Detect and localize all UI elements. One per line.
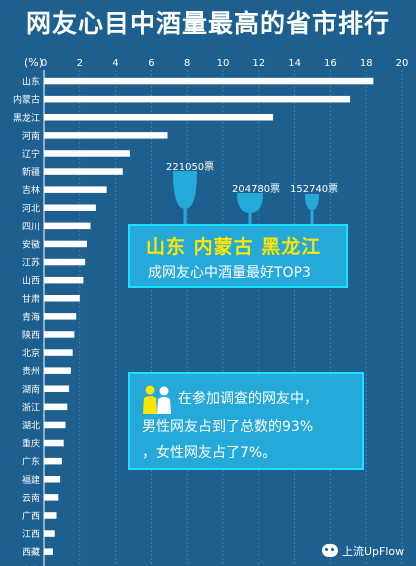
bar bbox=[44, 132, 168, 139]
gender-line-1: 在参加调查的网友中， bbox=[178, 391, 318, 407]
vote-label-heilongjiang: 152740票 bbox=[290, 184, 339, 195]
top3-subtitle: 成网友心中酒量最好TOP3 bbox=[148, 265, 311, 281]
category-label: 河南 bbox=[22, 130, 40, 142]
category-label: 内蒙古 bbox=[13, 94, 40, 106]
bar bbox=[44, 150, 130, 157]
category-label: 云南 bbox=[22, 492, 40, 504]
x-tick-label: 2 bbox=[77, 58, 83, 69]
category-label: 安徽 bbox=[22, 238, 40, 250]
bar bbox=[44, 476, 61, 483]
x-tick-label: 4 bbox=[112, 58, 118, 69]
category-label: 山西 bbox=[22, 276, 40, 287]
category-label: 四川 bbox=[22, 222, 40, 232]
category-label: 吉林 bbox=[22, 184, 40, 196]
category-label: 重庆 bbox=[22, 438, 40, 450]
x-tick-label: 12 bbox=[252, 58, 265, 69]
category-label: 河北 bbox=[22, 202, 40, 214]
bar bbox=[44, 276, 84, 284]
x-tick-label: 18 bbox=[360, 58, 373, 69]
bar bbox=[44, 457, 62, 465]
bar bbox=[44, 77, 374, 85]
bar bbox=[44, 403, 68, 411]
category-label: 广东 bbox=[22, 456, 40, 468]
category-label: 西藏 bbox=[22, 546, 40, 558]
gender-box: 在参加调查的网友中， 男性网友占到了总数的93% ，女性网友占了7%。 bbox=[128, 372, 364, 470]
bar bbox=[44, 439, 64, 447]
category-label: 甘肃 bbox=[22, 293, 40, 305]
x-tick-label: 16 bbox=[324, 58, 337, 69]
x-tick-label: 0 bbox=[41, 58, 47, 69]
unit-label: (%) bbox=[24, 56, 43, 69]
bar bbox=[44, 367, 71, 374]
bar bbox=[44, 385, 70, 392]
vote-label-neimenggu: 204780票 bbox=[232, 184, 281, 195]
gender-line-2: 男性网友占到了总数的93% bbox=[142, 419, 314, 435]
category-label: 贵州 bbox=[22, 365, 40, 377]
bar bbox=[44, 313, 77, 320]
category-label: 北京 bbox=[22, 347, 40, 359]
bar bbox=[44, 331, 75, 338]
bar bbox=[44, 421, 66, 429]
category-label: 福建 bbox=[22, 474, 40, 486]
category-label: 江西 bbox=[22, 529, 40, 540]
category-label: 青海 bbox=[22, 311, 40, 323]
category-label: 黑龙江 bbox=[13, 112, 40, 124]
bar bbox=[44, 530, 55, 537]
page-title: 网友心目中酒量最高的省市排行 bbox=[25, 9, 390, 38]
top3-box: 山东 内蒙古 黑龙江 成网友心中酒量最好TOP3 bbox=[128, 224, 348, 288]
bar bbox=[44, 548, 53, 555]
vote-label-shandong: 221050票 bbox=[166, 162, 215, 173]
watermark-text: 上流UpFlow bbox=[342, 545, 405, 558]
x-tick-label: 20 bbox=[396, 58, 409, 69]
category-label: 辽宁 bbox=[22, 148, 40, 160]
x-tick-label: 10 bbox=[217, 58, 230, 69]
category-label: 广西 bbox=[22, 510, 40, 522]
bar bbox=[44, 222, 91, 230]
x-tick-label: 8 bbox=[184, 58, 190, 69]
wechat-icon bbox=[322, 544, 338, 557]
x-tick-label: 14 bbox=[288, 58, 301, 69]
category-label: 湖北 bbox=[22, 420, 40, 431]
bar bbox=[44, 168, 123, 175]
x-tick-label: 6 bbox=[148, 58, 154, 69]
bar bbox=[44, 494, 59, 501]
category-label: 江苏 bbox=[22, 257, 40, 269]
bar bbox=[44, 349, 73, 356]
bar bbox=[44, 186, 107, 193]
bar bbox=[44, 95, 351, 103]
bar bbox=[44, 204, 96, 211]
category-label: 山东 bbox=[22, 76, 40, 88]
people-icon bbox=[143, 385, 171, 414]
gender-line-3: ，女性网友占了7%。 bbox=[142, 445, 277, 461]
category-label: 湖南 bbox=[22, 383, 40, 395]
category-label: 新疆 bbox=[22, 166, 40, 178]
bar bbox=[44, 114, 274, 121]
category-label: 浙江 bbox=[22, 401, 40, 413]
category-label: 陕西 bbox=[22, 329, 40, 341]
top3-headline: 山东 内蒙古 黑龙江 bbox=[146, 236, 322, 258]
bar bbox=[44, 512, 57, 519]
bar bbox=[44, 240, 87, 248]
bar bbox=[44, 295, 80, 302]
watermark: 上流UpFlow bbox=[322, 542, 414, 560]
bar bbox=[44, 258, 86, 266]
